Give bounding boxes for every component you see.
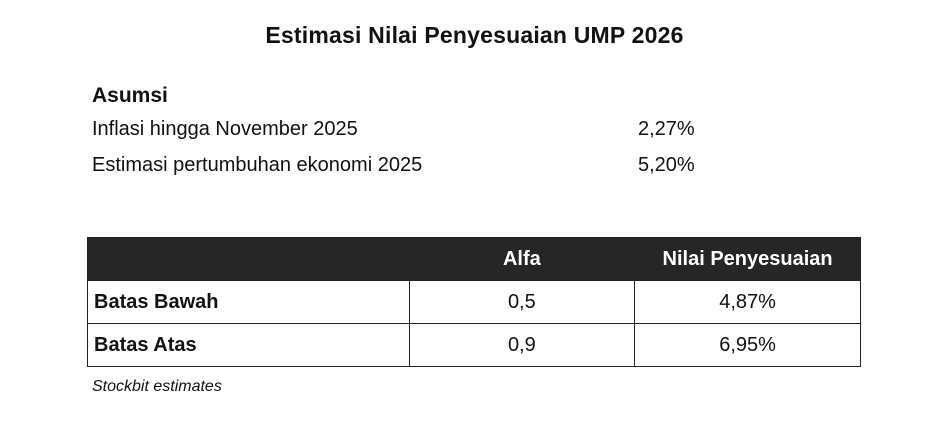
table-header-row: Alfa Nilai Penyesuaian (87, 237, 861, 281)
page-title: Estimasi Nilai Penyesuaian UMP 2026 (265, 22, 684, 48)
estimates-table: Alfa Nilai Penyesuaian Batas Bawah 0,5 4… (87, 237, 861, 367)
cell-nilai: 4,87% (634, 280, 861, 324)
row-label-batas-atas: Batas Atas (87, 323, 410, 367)
assumption-value: 2,27% (638, 118, 695, 140)
assumption-row-growth: Estimasi pertumbuhan ekonomi 2025 5,20% (92, 152, 792, 188)
assumption-row-inflation: Inflasi hingga November 2025 2,27% (92, 116, 792, 152)
assumption-label: Inflasi hingga November 2025 (92, 118, 358, 140)
source-note: Stockbit estimates (92, 378, 222, 395)
assumption-label: Estimasi pertumbuhan ekonomi 2025 (92, 154, 423, 176)
cell-alfa: 0,5 (408, 280, 636, 324)
row-label-batas-bawah: Batas Bawah (87, 280, 410, 324)
cell-nilai: 6,95% (634, 323, 861, 367)
assumptions-section: Asumsi Inflasi hingga November 2025 2,27… (92, 84, 792, 188)
header-alfa: Alfa (408, 237, 636, 281)
table-row: Batas Atas 0,9 6,95% (87, 323, 861, 367)
cell-alfa: 0,9 (408, 323, 636, 367)
assumption-value: 5,20% (638, 154, 695, 176)
header-empty-cell (87, 237, 410, 281)
header-nilai-penyesuaian: Nilai Penyesuaian (634, 237, 861, 281)
assumptions-heading: Asumsi (92, 84, 168, 107)
table-row: Batas Bawah 0,5 4,87% (87, 280, 861, 324)
